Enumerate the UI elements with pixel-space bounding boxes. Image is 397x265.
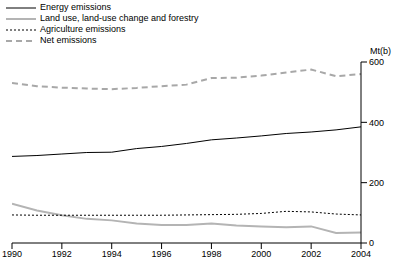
html-text:Energy emissions: Energy emissions bbox=[40, 2, 111, 12]
svg-text:200: 200 bbox=[369, 178, 384, 188]
svg-text:600: 600 bbox=[369, 57, 384, 67]
svg-text:1998: 1998 bbox=[201, 249, 221, 259]
svg-text:1996: 1996 bbox=[152, 249, 172, 259]
html-text:Agriculture emissions: Agriculture emissions bbox=[40, 24, 126, 34]
svg-text:1994: 1994 bbox=[102, 249, 122, 259]
svg-text:0: 0 bbox=[369, 238, 374, 248]
svg-text:2004: 2004 bbox=[351, 249, 371, 259]
svg-text:400: 400 bbox=[369, 118, 384, 128]
html-text:Land use, land-use change and: Land use, land-use change and forestry bbox=[40, 13, 199, 23]
html-text:Mt(b): Mt(b) bbox=[370, 46, 391, 56]
svg-text:1992: 1992 bbox=[52, 249, 72, 259]
svg-text:1990: 1990 bbox=[8, 249, 22, 259]
html-text:Net emissions: Net emissions bbox=[40, 35, 97, 45]
svg-text:2000: 2000 bbox=[251, 249, 271, 259]
svg-text:2002: 2002 bbox=[301, 249, 321, 259]
